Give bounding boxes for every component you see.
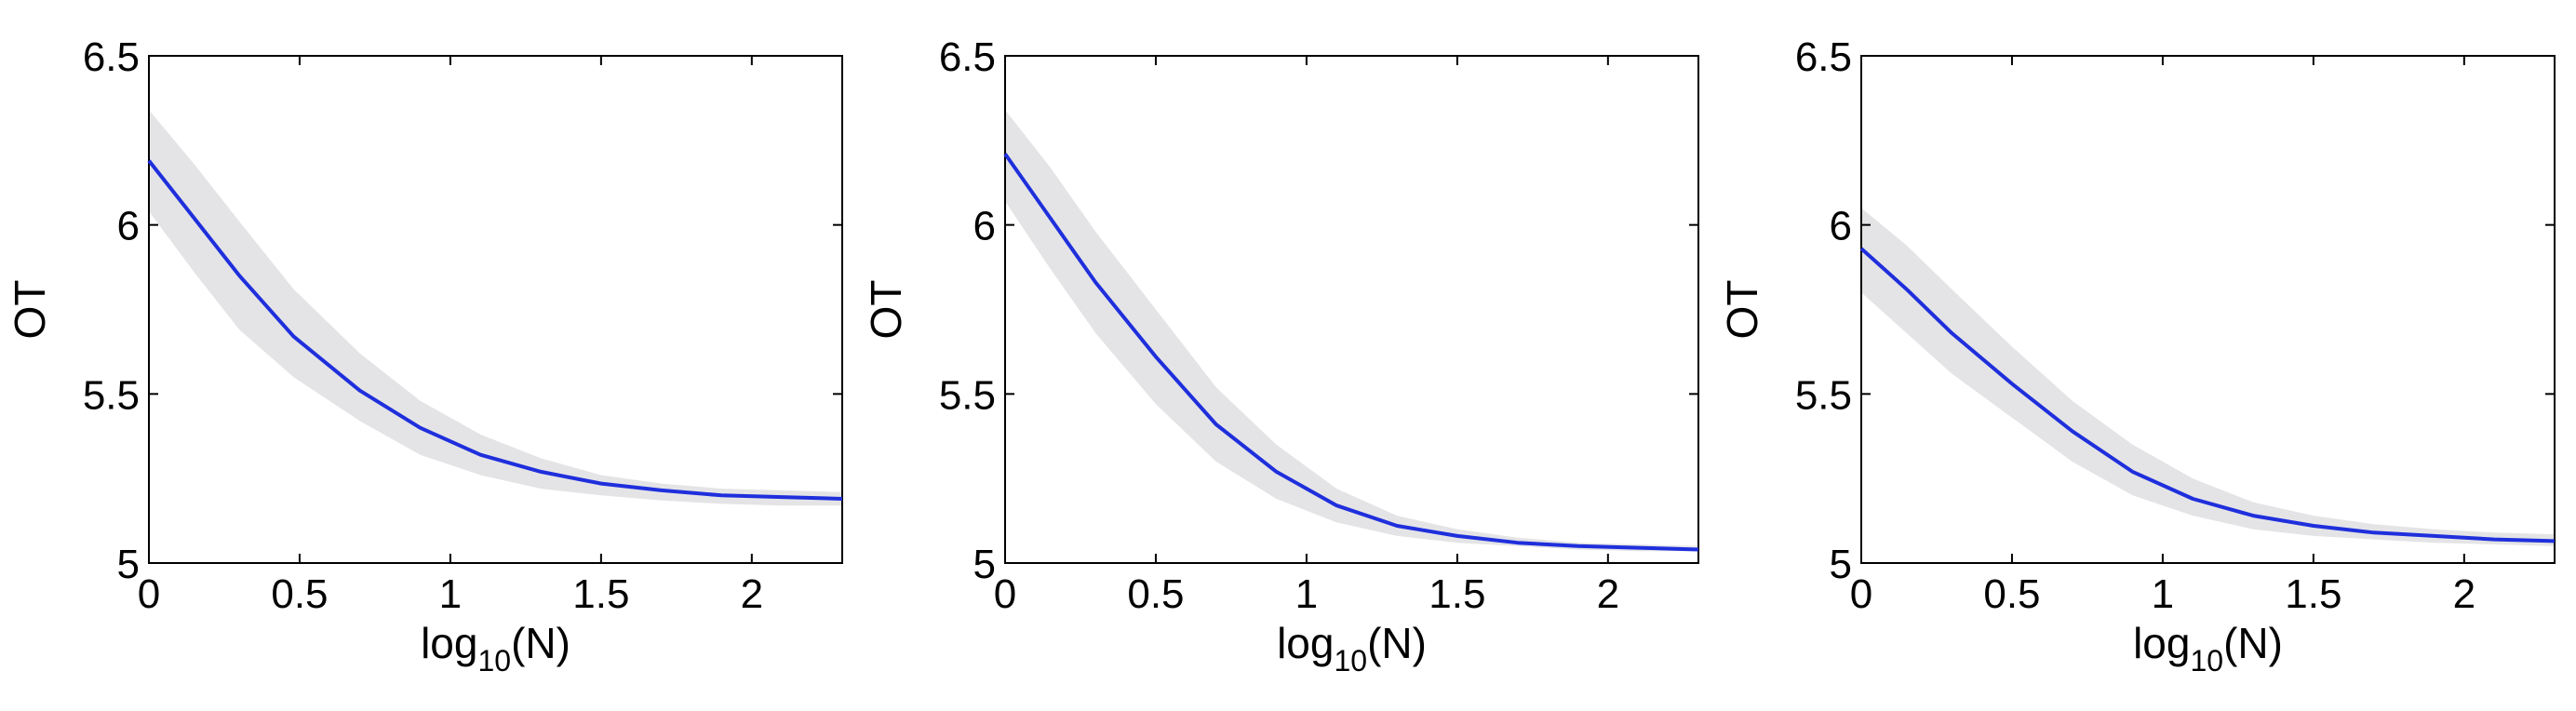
- y-axis-label: OT: [6, 280, 54, 340]
- y-tick-label: 5.5: [1795, 372, 1852, 418]
- plot-frame: [1004, 55, 1699, 564]
- confidence-band-1: [149, 110, 842, 506]
- y-tick-label: 6.5: [1795, 34, 1852, 80]
- x-axis-label: log10(N): [1277, 619, 1427, 677]
- x-axis-label-prefix: log: [421, 619, 477, 667]
- y-tick-label: 6: [973, 204, 996, 249]
- chart-panel-1: 0 0.5 1 1.5 2 5 5.5 6 6.5 log10(N) OT: [6, 34, 843, 677]
- confidence-band-1: [1861, 208, 2555, 546]
- x-axis-label: log10(N): [2133, 619, 2283, 677]
- series-line-1: [147, 159, 843, 501]
- x-tick-label: 1: [439, 571, 462, 617]
- y-tick-label: 5: [973, 542, 996, 587]
- x-axis-label-prefix: log: [1277, 619, 1334, 667]
- x-axis-label-suffix: (N): [511, 619, 570, 667]
- x-axis-label-subscript: 10: [2190, 644, 2223, 677]
- x-tick-label: 0: [138, 571, 160, 617]
- chart-panel-2: 0 0.5 1 1.5 2 5 5.5 6 6.5 log10(N) OT: [862, 34, 1699, 677]
- x-tick-label: 0.5: [1127, 571, 1184, 617]
- plot-frame: [1860, 55, 2556, 564]
- x-axis-label-suffix: (N): [1367, 619, 1427, 667]
- x-tick-label: 0.5: [271, 571, 328, 617]
- confidence-band-1: [1005, 110, 1698, 552]
- y-tick-label: 6: [1830, 204, 1852, 249]
- x-tick-label: 1: [2152, 571, 2174, 617]
- x-tick-label: 0: [994, 571, 1016, 617]
- y-tick-label: 5.5: [83, 372, 140, 418]
- x-axis-label: log10(N): [421, 619, 570, 677]
- y-tick-label: 6: [117, 204, 140, 249]
- y-axis-label: OT: [1718, 280, 1766, 340]
- x-axis-label-subscript: 10: [477, 644, 511, 677]
- x-tick-label: 1.5: [2285, 571, 2341, 617]
- y-tick-label: 6.5: [83, 34, 140, 80]
- x-axis-label-suffix: (N): [2223, 619, 2283, 667]
- y-tick-label: 5.5: [939, 372, 996, 418]
- series-line-1: [1859, 247, 2556, 543]
- chart-panel-3: 0 0.5 1 1.5 2 5 5.5 6 6.5 log10(N) OT: [1718, 34, 2556, 677]
- x-tick-label: 2: [2453, 571, 2475, 617]
- x-tick-label: 1: [1295, 571, 1318, 617]
- y-tick-label: 6.5: [939, 34, 996, 80]
- x-axis-label-subscript: 10: [1334, 644, 1367, 677]
- x-tick-label: 1.5: [572, 571, 629, 617]
- x-tick-label: 1.5: [1429, 571, 1485, 617]
- y-tick-label: 5: [1830, 542, 1852, 587]
- y-tick-label: 5: [117, 542, 140, 587]
- x-tick-label: 0: [1850, 571, 1872, 617]
- x-tick-label: 2: [741, 571, 763, 617]
- x-tick-label: 0.5: [1983, 571, 2040, 617]
- x-axis-label-prefix: log: [2133, 619, 2190, 667]
- plot-frame: [148, 55, 843, 564]
- x-tick-label: 2: [1597, 571, 1619, 617]
- y-axis-label: OT: [862, 280, 910, 340]
- series-line-1: [1003, 153, 1699, 552]
